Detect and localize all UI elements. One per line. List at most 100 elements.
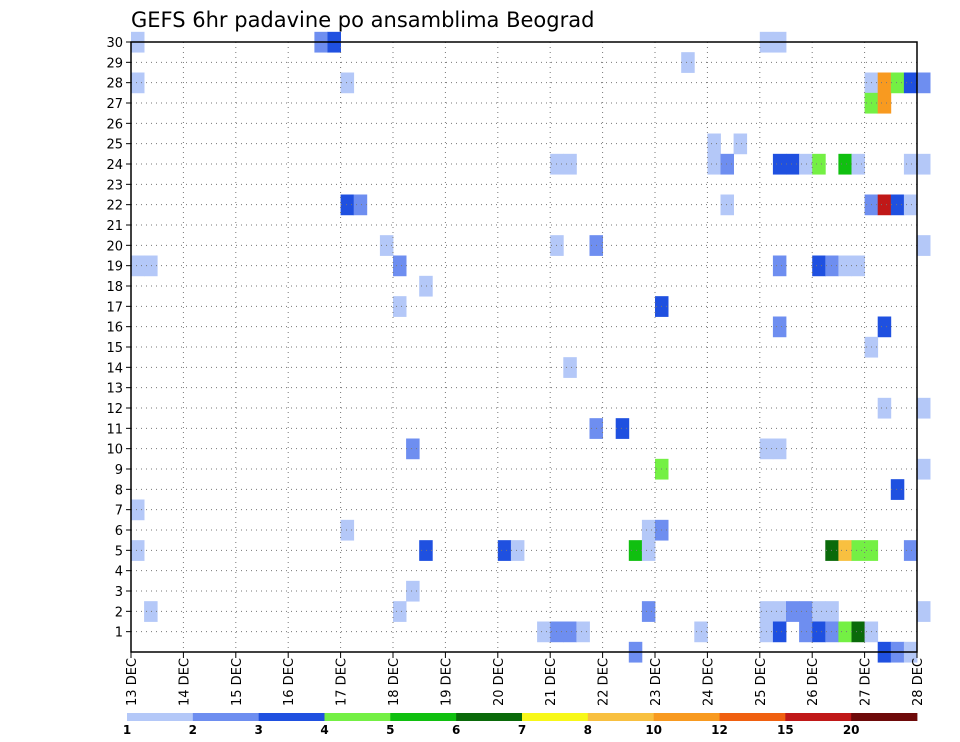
heatmap-cell	[772, 438, 787, 460]
heatmap-cell	[799, 621, 813, 643]
heatmap-cell	[799, 153, 813, 175]
y-axis: 1234567891011121314151617181920212223242…	[106, 36, 131, 641]
chart-title: GEFS 6hr padavine po ansamblima Beograd	[131, 8, 594, 32]
x-tick-label: 14 DEC	[177, 658, 192, 706]
y-tick-label: 1	[115, 626, 123, 641]
y-tick-label: 16	[106, 321, 123, 336]
heatmap-cell	[799, 601, 813, 622]
x-tick-label: 19 DEC	[439, 658, 454, 706]
heatmap-cell	[419, 275, 433, 297]
y-tick-label: 21	[106, 219, 123, 234]
y-tick-label: 23	[106, 178, 123, 193]
heatmap-cell	[877, 316, 892, 338]
heatmap-cell	[851, 255, 865, 277]
heatmap-cell	[393, 296, 407, 317]
x-tick-label: 26 DEC	[806, 658, 821, 706]
heatmap-cell	[838, 540, 852, 561]
heatmap-cell	[340, 72, 355, 94]
heatmap-cell	[681, 52, 695, 73]
colorbar-label: 4	[320, 723, 328, 737]
y-tick-label: 18	[106, 280, 123, 295]
x-tick-label: 17 DEC	[335, 658, 350, 706]
heatmap-cell	[877, 92, 892, 114]
heatmap-cell	[903, 72, 918, 94]
heatmap-cell	[903, 153, 918, 175]
heatmap-cell	[772, 153, 787, 175]
colorbar-segment	[785, 713, 852, 721]
heatmap-cell	[772, 601, 787, 622]
heatmap-cell	[406, 438, 420, 460]
colorbar-label: 8	[584, 723, 592, 737]
x-tick-label: 18 DEC	[387, 658, 402, 706]
heatmap-cell	[641, 519, 656, 541]
heatmap-cell	[917, 397, 931, 419]
colorbar-segment	[127, 713, 194, 721]
heatmap-cell	[838, 621, 852, 643]
y-tick-label: 24	[106, 158, 123, 173]
y-tick-label: 6	[115, 524, 123, 539]
heatmap-cell	[851, 621, 865, 643]
heatmap-cell	[786, 601, 800, 622]
heatmap-cell	[838, 255, 852, 277]
heatmap-cell	[563, 621, 577, 643]
y-tick-label: 10	[106, 443, 123, 458]
colorbar-label: 3	[254, 723, 262, 737]
heatmap-cell	[825, 540, 839, 561]
heatmap-cell	[563, 153, 577, 175]
x-tick-label: 13 DEC	[125, 658, 140, 706]
heatmap-cell	[851, 153, 865, 175]
heatmap-cell	[510, 540, 525, 561]
heatmap-cell	[628, 540, 643, 561]
y-tick-label: 15	[106, 341, 123, 356]
y-tick-label: 9	[115, 463, 123, 478]
heatmap-cell	[903, 194, 918, 216]
heatmap-cell	[353, 194, 368, 216]
colorbar-label: 2	[189, 723, 197, 737]
colorbar-label: 10	[645, 723, 662, 737]
y-tick-label: 22	[106, 199, 123, 214]
heatmap-cell	[641, 540, 656, 561]
x-tick-label: 27 DEC	[859, 658, 874, 706]
heatmap-cell	[720, 153, 734, 175]
heatmap-cell	[917, 72, 931, 94]
x-tick-label: 21 DEC	[544, 658, 559, 706]
heatmap-cell	[340, 519, 355, 541]
y-tick-label: 19	[106, 260, 123, 275]
y-tick-label: 5	[115, 544, 123, 559]
heatmap-cell	[812, 601, 826, 622]
heatmap-cells	[131, 31, 931, 663]
heatmap-cell	[812, 255, 826, 277]
heatmap-cell	[537, 621, 551, 643]
colorbar-segment	[653, 713, 720, 721]
y-tick-label: 2	[115, 605, 123, 620]
heatmap-cell	[812, 621, 826, 643]
y-tick-label: 26	[106, 117, 123, 132]
y-tick-label: 29	[106, 56, 123, 71]
heatmap-cell	[917, 235, 931, 256]
heatmap-cell	[707, 153, 721, 175]
y-tick-label: 13	[106, 382, 123, 397]
heatmap-cell	[812, 153, 826, 175]
heatmap-cell	[131, 499, 145, 521]
heatmap-cell	[786, 153, 800, 175]
heatmap-cell	[615, 418, 630, 439]
y-tick-label: 20	[106, 239, 123, 254]
grid-lines	[131, 41, 917, 652]
colorbar-label: 15	[777, 723, 794, 737]
y-tick-label: 17	[106, 300, 123, 315]
y-tick-label: 3	[115, 585, 123, 600]
heatmap-cell	[393, 255, 407, 277]
y-tick-label: 30	[106, 36, 123, 51]
heatmap-cell	[733, 133, 748, 155]
heatmap-cell	[772, 255, 787, 277]
heatmap-cell	[497, 540, 512, 561]
heatmap-cell	[917, 601, 931, 622]
heatmap-cell	[641, 601, 656, 622]
heatmap-cell	[131, 255, 145, 277]
heatmap-cell	[406, 580, 420, 602]
colorbar-segment	[851, 713, 918, 721]
y-tick-label: 7	[115, 504, 123, 519]
colorbar-label: 12	[711, 723, 728, 737]
x-tick-label: 24 DEC	[701, 658, 716, 706]
